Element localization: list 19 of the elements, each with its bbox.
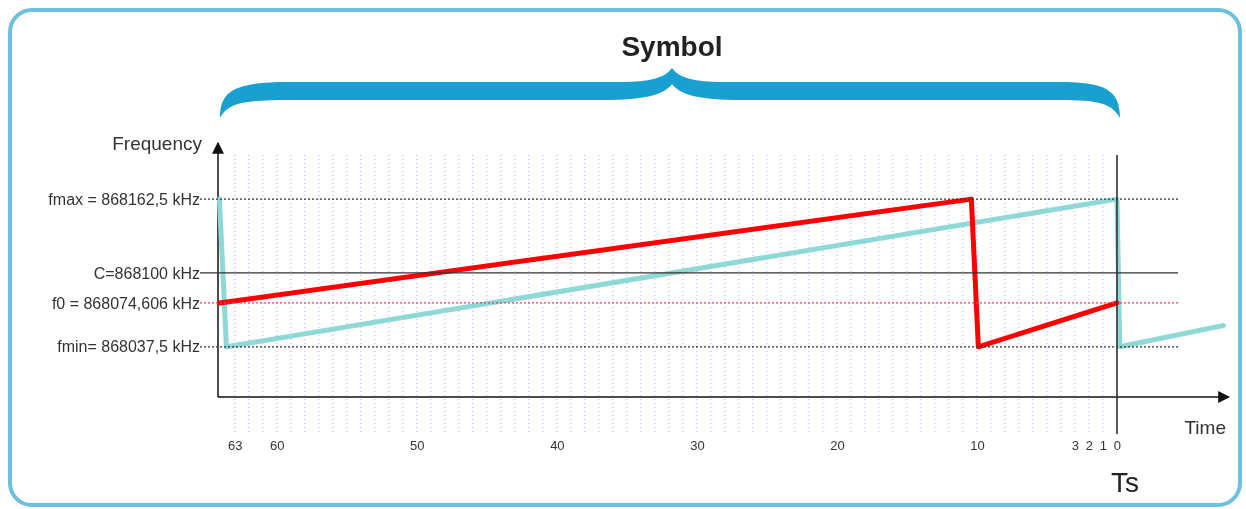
x-axis-title: Time <box>1184 417 1226 438</box>
x-tick-label: 30 <box>690 438 705 454</box>
x-tick-label: 60 <box>270 438 285 454</box>
x-tick-label: 10 <box>970 438 985 454</box>
y-axis-title: Frequency <box>112 133 203 154</box>
y-tick-label: fmax = 868162,5 kHz <box>48 190 200 208</box>
x-tick-label: 40 <box>550 438 565 454</box>
y-tick-label: fmin= 868037,5 kHz <box>57 338 200 356</box>
x-tick-label: 0 <box>1113 438 1122 454</box>
x-tick-label: 1 <box>1099 438 1108 454</box>
y-tick-label: f0 = 868074,606 kHz <box>51 294 200 312</box>
x-tick-label: 2 <box>1085 438 1094 454</box>
ref-line-label: Ts <box>1110 467 1139 498</box>
x-tick-label: 20 <box>830 438 845 454</box>
x-tick-label: 63 <box>228 438 243 454</box>
y-tick-label: C=868100 kHz <box>93 264 200 282</box>
x-tick-label: 3 <box>1071 438 1080 454</box>
text: Symbol <box>621 31 723 62</box>
x-tick-label: 50 <box>410 438 425 454</box>
